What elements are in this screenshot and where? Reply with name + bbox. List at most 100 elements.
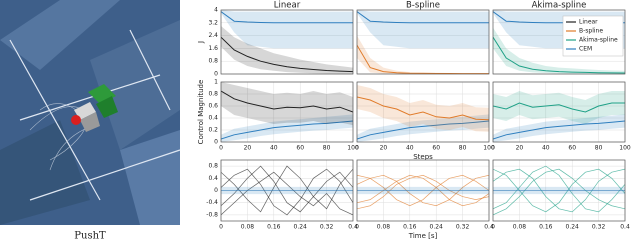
- band: [493, 27, 625, 74]
- x-tick-label: 0.24: [566, 224, 580, 231]
- y-tick-label: 0: [214, 71, 218, 78]
- series-line: [357, 174, 489, 207]
- y-tick-label: 2.4: [208, 32, 218, 39]
- plot-frame: [492, 81, 626, 143]
- floor-line: [29, 149, 181, 201]
- series-line: [221, 120, 353, 140]
- plot-frame: [220, 9, 354, 75]
- y-tick-label: 0: [214, 187, 218, 194]
- subplot-title: Akima-spline: [532, 1, 587, 11]
- x-tick-label: 0.08: [513, 224, 527, 231]
- series-line: [493, 168, 625, 216]
- band: [221, 10, 353, 49]
- x-tick-label: 60: [296, 145, 304, 152]
- x-tick-label: 0: [491, 224, 495, 231]
- band: [493, 114, 625, 142]
- series-line: [493, 36, 625, 74]
- plot-area: [221, 10, 353, 74]
- x-tick-label: 20: [380, 145, 388, 152]
- y-axis-label: J: [197, 41, 205, 44]
- plot-frame: [356, 9, 490, 75]
- x-tick-label: 0.16: [403, 224, 417, 231]
- plot-frame: [220, 81, 354, 143]
- green-block: [96, 96, 118, 118]
- y-tick-label: 0.8: [208, 58, 218, 65]
- x-tick-label: 100: [483, 145, 495, 152]
- subplot-title: Linear: [274, 1, 301, 11]
- plot-frame: [492, 9, 626, 75]
- y-tick-label: 1.6: [208, 45, 218, 52]
- x-tick-label: 0.24: [430, 224, 444, 231]
- series-line: [357, 174, 489, 207]
- x-axis-label: Time [s]: [408, 232, 438, 240]
- x-tick-label: 0: [355, 224, 359, 231]
- legend-label: CEM: [579, 46, 592, 53]
- x-tick-label: 20: [516, 145, 524, 152]
- band: [493, 91, 625, 124]
- plot-frame: [492, 159, 626, 222]
- series-line: [493, 120, 625, 140]
- plot-frame: [220, 159, 354, 222]
- y-tick-label: 0.4: [208, 175, 218, 182]
- series-line: [493, 102, 625, 113]
- series-line: [357, 96, 489, 121]
- y-tick-label: 0.8: [208, 163, 218, 170]
- floor-line: [129, 29, 171, 111]
- x-tick-label: 0.32: [320, 224, 334, 231]
- series-line: [221, 36, 353, 73]
- band: [357, 35, 489, 74]
- x-tick-label: 0.08: [377, 224, 391, 231]
- white-block: [74, 102, 96, 120]
- x-tick-label: 0.08: [241, 224, 255, 231]
- y-tick-label: 0.2: [208, 127, 218, 134]
- band: [221, 26, 353, 74]
- band: [357, 114, 489, 142]
- floor-lines: [9, 29, 181, 201]
- plot-area: [221, 82, 353, 142]
- floor-tile: [120, 130, 180, 225]
- x-tick-label: 0.4: [348, 224, 358, 231]
- robot: [71, 84, 118, 132]
- y-tick-label: 0: [214, 139, 218, 146]
- plot-frame: [356, 159, 490, 222]
- x-tick-label: 40: [542, 145, 550, 152]
- series-line: [221, 165, 353, 213]
- x-tick-label: 0: [219, 224, 223, 231]
- floor-line: [9, 39, 101, 201]
- x-tick-label: 40: [406, 145, 414, 152]
- x-tick-label: 80: [595, 145, 603, 152]
- band: [357, 85, 489, 132]
- band: [221, 114, 353, 142]
- y-axis-label: Control Magnitude: [197, 80, 205, 145]
- x-tick-label: 40: [270, 145, 278, 152]
- floor-tile: [0, 120, 90, 225]
- floor-tile: [90, 20, 180, 150]
- legend-label: Linear: [579, 19, 598, 26]
- x-tick-label: 0: [355, 145, 359, 152]
- x-tick-label: 0.4: [620, 224, 630, 231]
- scene-image: [0, 0, 181, 225]
- x-tick-label: 0.4: [484, 224, 494, 231]
- white-block: [80, 112, 100, 132]
- series-line: [357, 174, 489, 210]
- series-line: [357, 120, 489, 140]
- x-tick-label: 0.32: [456, 224, 470, 231]
- x-tick-label: 0.16: [267, 224, 281, 231]
- x-tick-label: 0: [491, 145, 495, 152]
- y-tick-label: 3.2: [208, 19, 218, 26]
- series-line: [493, 165, 625, 213]
- series-line: [221, 171, 353, 216]
- x-tick-label: 20: [244, 145, 252, 152]
- series-line: [357, 174, 489, 207]
- plot-area: [357, 10, 489, 74]
- band: [221, 82, 353, 126]
- pusher: [71, 115, 81, 125]
- x-axis-label: Steps: [413, 153, 433, 161]
- x-tick-label: 80: [323, 145, 331, 152]
- y-tick-label: 4: [214, 7, 218, 14]
- x-tick-label: 0: [219, 145, 223, 152]
- y-tick-label: 0.6: [208, 103, 218, 110]
- y-tick-label: -0.8: [206, 211, 218, 218]
- floor-tile: [0, 0, 120, 70]
